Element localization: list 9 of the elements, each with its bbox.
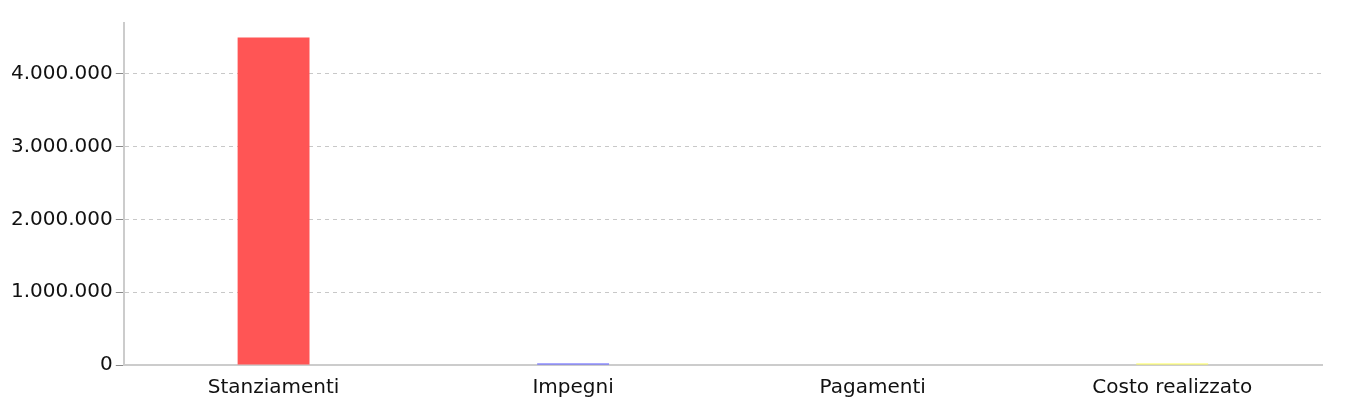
y-tick-label: 3.000.000 [10, 132, 113, 157]
y-tick-label: 4.000.000 [10, 60, 113, 85]
y-tick-label: 0 [100, 351, 113, 376]
y-tick-label: 2.000.000 [10, 205, 113, 230]
x-tick-label: Pagamenti [819, 374, 926, 399]
x-tick-label: Costo realizzato [1092, 374, 1253, 399]
y-tick-label: 1.000.000 [10, 278, 113, 303]
x-tick-label: Impegni [532, 374, 614, 399]
x-tick-label: Stanziamenti [207, 374, 340, 399]
